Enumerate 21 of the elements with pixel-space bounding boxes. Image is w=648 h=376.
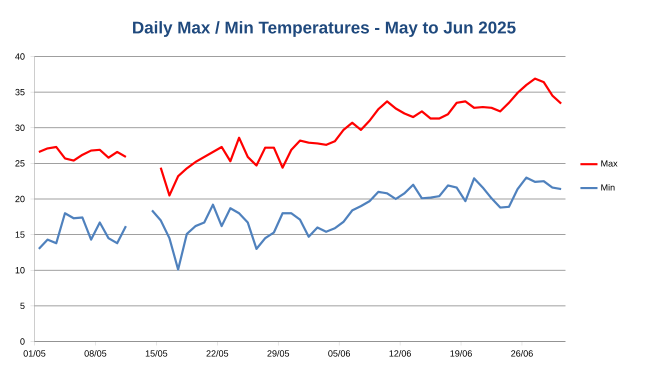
x-tick-label: 08/05 — [84, 350, 106, 357]
x-tick-label: 19/06 — [450, 350, 472, 357]
legend-label: Max — [601, 160, 618, 167]
y-tick-label: 35 — [15, 88, 25, 96]
y-tick-label: 20 — [15, 196, 25, 202]
x-tick-label: 05/06 — [328, 350, 350, 357]
chart-title: Daily Max / Min Temperatures - May to Jun 2025 — [133, 21, 516, 37]
y-tick-label: 30 — [15, 124, 25, 131]
y-tick-label: 0 — [20, 338, 25, 345]
x-tick-label: 26/06 — [511, 350, 533, 357]
y-tick-label: 25 — [15, 160, 25, 167]
x-tick-label: 12/06 — [390, 350, 411, 357]
y-tick-label: 5 — [20, 302, 25, 310]
y-tick-label: 15 — [16, 231, 25, 238]
x-tick-label: 22/05 — [206, 350, 228, 357]
x-tick-label: 15/05 — [146, 350, 168, 357]
x-tick-label: 29/05 — [267, 350, 290, 357]
y-tick-label: 40 — [15, 53, 25, 60]
legend-label: Min — [601, 184, 615, 191]
y-tick-label: 10 — [16, 267, 25, 274]
x-tick-label: 01/05 — [24, 350, 46, 357]
